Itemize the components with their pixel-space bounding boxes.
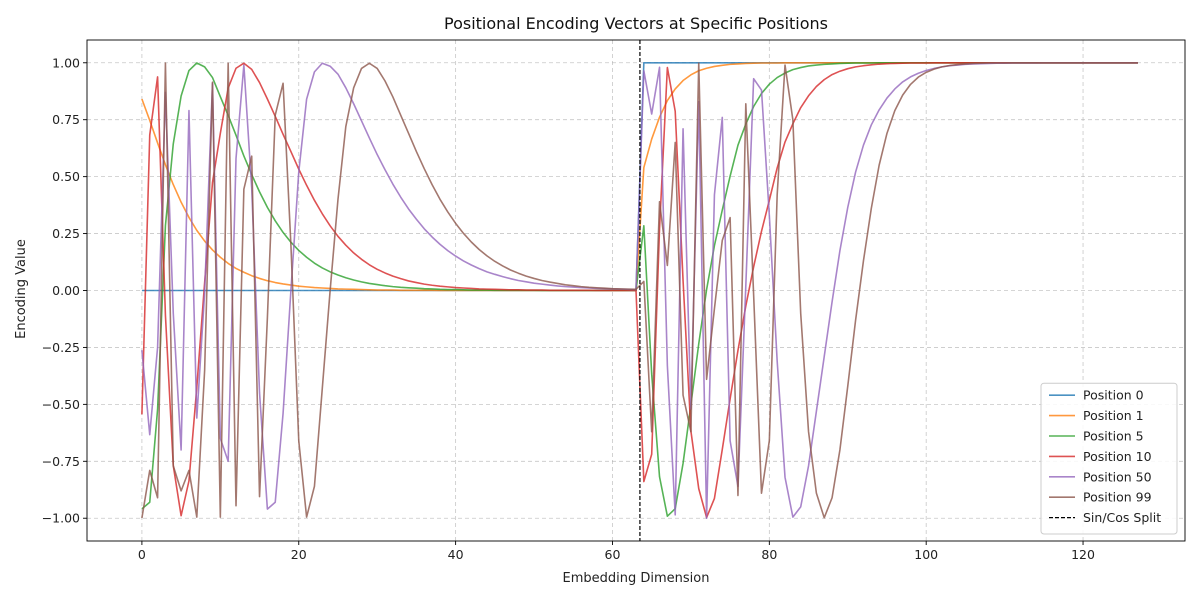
x-axis-label: Embedding Dimension [563, 571, 710, 586]
legend-label: Position 0 [1083, 388, 1144, 403]
series-line-position-99 [141, 61, 1138, 519]
legend-label: Position 99 [1083, 490, 1152, 505]
y-axis-label: Encoding Value [14, 239, 29, 339]
x-tick-label: 40 [448, 547, 464, 562]
y-tick-label: 0.75 [52, 112, 80, 127]
x-tick-label: 0 [138, 547, 146, 562]
y-tick-label: 0.50 [52, 169, 80, 184]
y-tick-label: −0.50 [42, 397, 80, 412]
x-tick-label: 80 [761, 547, 777, 562]
axes: 0 20 40 60 80 100 120 −1.00 −0.75 −0.50 −0.25 0.00 0… [42, 39, 1186, 562]
legend: Position 0 Position 1 Position 5 Position 1… [1040, 382, 1178, 535]
y-tick-label: 0.25 [52, 226, 80, 241]
legend-label: Position 10 [1083, 449, 1152, 464]
y-tick-label: −0.75 [42, 454, 80, 469]
x-tick-label: 100 [914, 547, 938, 562]
series-lines [141, 61, 1138, 520]
y-tick-label: −0.25 [42, 340, 80, 355]
legend-box [1040, 382, 1178, 535]
y-tick-label: 1.00 [52, 55, 80, 70]
legend-label: Position 5 [1083, 429, 1144, 444]
chart-title: Positional Encoding Vectors at Specific … [444, 14, 828, 33]
legend-label: Position 50 [1083, 469, 1152, 484]
legend-label: Sin/Cos Split [1083, 510, 1161, 525]
x-tick-label: 60 [605, 547, 621, 562]
y-tick-label: 0.00 [52, 283, 80, 298]
y-tick-label: −1.00 [42, 511, 80, 526]
x-tick-label: 20 [291, 547, 307, 562]
x-tick-label: 120 [1071, 547, 1095, 562]
legend-label: Position 1 [1083, 408, 1144, 423]
